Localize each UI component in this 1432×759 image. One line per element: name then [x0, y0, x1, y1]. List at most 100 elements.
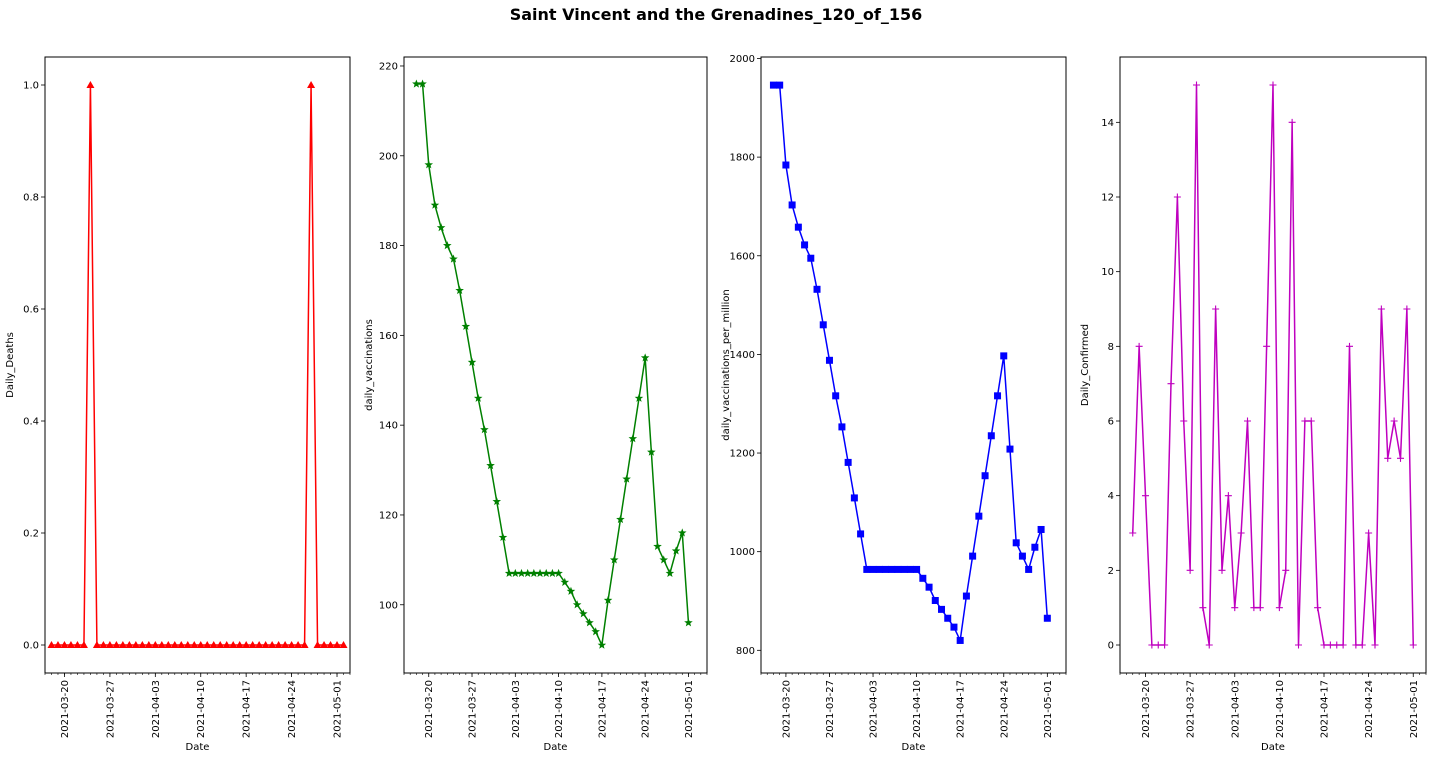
data-point	[436, 223, 446, 232]
data-point	[443, 241, 452, 250]
data-point	[473, 393, 483, 402]
data-point	[913, 565, 921, 573]
x-tick-label: 2021-03-27	[468, 680, 479, 738]
data-point	[819, 321, 827, 329]
data-point	[125, 641, 134, 648]
data-point	[1037, 525, 1045, 533]
data-point	[975, 512, 983, 520]
y-tick-label: 140	[379, 421, 398, 432]
data-point	[412, 79, 421, 88]
data-point	[1006, 445, 1014, 453]
data-point	[424, 160, 434, 169]
data-point	[235, 641, 244, 648]
data-point	[1186, 566, 1194, 574]
y-tick-label: 12	[1101, 193, 1114, 204]
data-point	[222, 641, 231, 648]
data-point	[1173, 193, 1181, 201]
x-tick-label: 2021-04-24	[1364, 680, 1375, 738]
data-point	[486, 461, 495, 470]
x-tick-label: 2021-05-01	[333, 680, 344, 738]
y-tick-label: 0.4	[23, 417, 39, 428]
plot-frame	[403, 56, 708, 674]
data-point	[300, 641, 309, 648]
data-point	[813, 285, 821, 293]
data-point	[517, 568, 526, 577]
data-point	[112, 641, 121, 648]
x-tick-label: 2021-04-03	[511, 680, 522, 738]
data-point	[504, 568, 514, 577]
data-point	[1199, 604, 1207, 612]
data-point	[118, 641, 127, 648]
x-tick-label: 2021-04-03	[1230, 680, 1241, 738]
data-point	[60, 641, 69, 648]
y-tick-label: 8	[1108, 342, 1114, 353]
data-point	[86, 81, 95, 88]
y-tick-label: 1600	[730, 251, 755, 262]
data-point	[1142, 492, 1149, 500]
chart-1: 2021-03-20 2021-03-27 2021-04-03 2021-04-10…	[5, 56, 351, 753]
x-tick-label: 2021-04-10	[196, 680, 207, 738]
data-point	[274, 641, 283, 648]
data-point	[229, 641, 238, 648]
data-point	[1263, 342, 1271, 350]
data-point	[177, 641, 186, 648]
data-point	[157, 641, 166, 648]
data-point	[671, 546, 681, 555]
data-point	[467, 357, 477, 366]
data-point	[1352, 641, 1360, 649]
data-point	[242, 641, 251, 648]
data-point	[881, 565, 889, 573]
data-point	[1339, 641, 1347, 649]
data-point	[294, 641, 303, 648]
plot-frame	[44, 56, 351, 674]
data-point	[529, 568, 539, 577]
data-point	[1269, 81, 1277, 89]
data-point	[1231, 604, 1239, 612]
x-tick-label: 2021-04-17	[956, 680, 967, 738]
data-point	[981, 472, 989, 480]
data-point	[1212, 305, 1220, 313]
y-tick-label: 0.8	[23, 193, 39, 204]
series-line	[1132, 84, 1414, 646]
data-point	[131, 641, 140, 648]
data-point	[832, 392, 840, 400]
data-point	[579, 609, 588, 618]
y-tick-label: 180	[379, 241, 398, 252]
data-point	[591, 627, 600, 636]
x-axis-label: Date	[1261, 742, 1285, 753]
data-point	[659, 555, 668, 564]
data-point	[640, 353, 650, 362]
data-point	[1358, 641, 1366, 649]
data-point	[825, 356, 833, 364]
data-point	[950, 623, 958, 631]
data-point	[461, 321, 471, 331]
plots-container: 2021-03-20 2021-03-27 2021-04-03 2021-04-10…	[5, 54, 1427, 753]
data-point	[170, 641, 179, 648]
data-point	[782, 161, 790, 169]
y-axis-label: daily_vaccinations_per_million	[721, 289, 732, 441]
data-point	[1224, 492, 1232, 500]
data-point	[1384, 454, 1392, 462]
data-point	[79, 641, 88, 648]
x-tick-label: 2021-04-24	[287, 680, 298, 738]
x-tick-label: 2021-04-10	[554, 680, 565, 738]
data-point	[209, 641, 218, 648]
data-point	[863, 565, 871, 573]
data-point	[47, 641, 56, 648]
data-point	[99, 641, 108, 648]
y-tick-label: 10	[1101, 267, 1114, 278]
y-tick-label: 2	[1108, 566, 1114, 577]
data-point	[944, 614, 952, 622]
data-point	[268, 641, 277, 648]
data-point	[684, 618, 693, 627]
data-point	[801, 241, 809, 249]
data-point	[1403, 305, 1411, 313]
x-axis-label: Date	[186, 742, 210, 753]
data-point	[603, 595, 613, 604]
data-point	[1180, 417, 1188, 425]
y-tick-label: 0.6	[23, 305, 39, 316]
data-point	[647, 447, 656, 456]
data-point	[1346, 342, 1353, 350]
data-point	[1377, 305, 1385, 313]
data-point	[492, 496, 502, 506]
